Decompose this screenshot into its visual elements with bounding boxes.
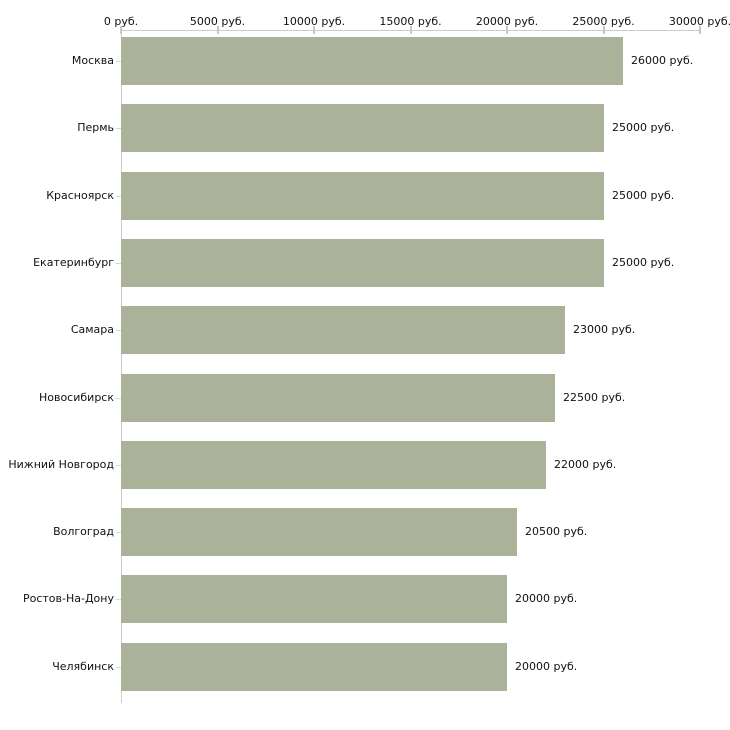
bar: [121, 104, 604, 152]
bar: [121, 575, 507, 623]
value-label: 25000 руб.: [612, 121, 675, 134]
value-label: 25000 руб.: [612, 189, 675, 202]
x-axis-tick-label: 5000 руб.: [189, 15, 246, 28]
y-axis-line: [121, 30, 122, 703]
value-label: 22000 руб.: [554, 458, 617, 471]
category-label: Москва: [71, 54, 114, 67]
value-label: 20000 руб.: [515, 660, 578, 673]
category-tick-mark: [116, 465, 121, 466]
category-tick-mark: [116, 532, 121, 533]
x-axis-tick-mark: [699, 26, 701, 34]
x-axis-tick-label: 25000 руб.: [572, 15, 635, 28]
bar: [121, 306, 565, 354]
category-tick-mark: [116, 196, 121, 197]
category-label: Ростов-На-Дону: [22, 592, 114, 605]
value-label: 25000 руб.: [612, 256, 675, 269]
category-label: Волгоград: [53, 525, 114, 538]
bar: [121, 374, 555, 422]
category-tick-mark: [116, 61, 121, 62]
bar: [121, 37, 623, 85]
category-tick-mark: [116, 128, 121, 129]
x-axis-tick-label: 10000 руб.: [282, 15, 346, 28]
category-label: Новосибирск: [38, 391, 114, 404]
category-label: Нижний Новгород: [8, 458, 114, 471]
category-label: Екатеринбург: [33, 256, 114, 269]
value-label: 23000 руб.: [573, 323, 636, 336]
x-axis-tick-label: 30000 руб.: [668, 15, 730, 28]
bar: [121, 643, 507, 691]
bar: [121, 172, 604, 220]
value-label: 20000 руб.: [515, 592, 578, 605]
category-tick-mark: [116, 398, 121, 399]
category-tick-mark: [116, 667, 121, 668]
x-axis-tick-label: 20000 руб.: [475, 15, 539, 28]
x-axis-tick-mark: [409, 26, 412, 34]
category-tick-mark: [116, 263, 121, 264]
value-label: 26000 руб.: [631, 54, 694, 67]
category-label: Самара: [70, 323, 114, 336]
value-label: 22500 руб.: [563, 391, 626, 404]
value-label: 20500 руб.: [525, 525, 588, 538]
x-axis-tick-mark: [313, 26, 315, 34]
x-axis-tick-mark: [216, 26, 219, 34]
bar: [121, 239, 604, 287]
category-label: Челябинск: [52, 660, 114, 673]
category-tick-mark: [116, 330, 121, 331]
category-label: Красноярск: [46, 189, 114, 202]
x-axis-tick-label: 0 руб.: [103, 15, 139, 28]
bar: [121, 508, 517, 556]
x-axis-tick-mark: [602, 26, 605, 34]
bar: [121, 441, 546, 489]
x-axis-tick-mark: [506, 26, 508, 34]
category-tick-mark: [116, 599, 121, 600]
category-label: Пермь: [77, 121, 114, 134]
x-axis-tick-label: 15000 руб.: [379, 15, 442, 28]
x-axis-tick-mark: [120, 26, 122, 34]
